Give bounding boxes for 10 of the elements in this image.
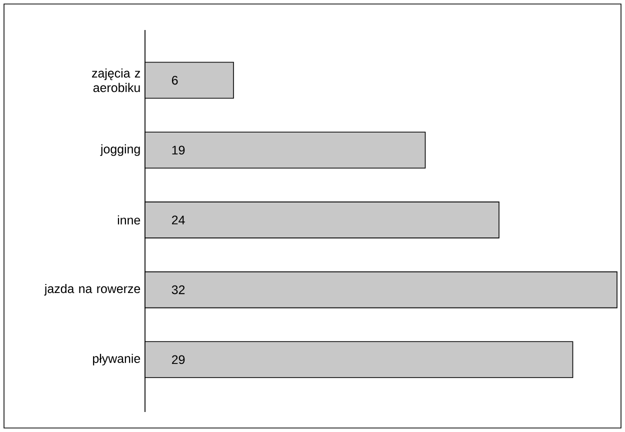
y-tick-label: zajęcia z aerobiku xyxy=(92,68,140,92)
y-tick-label: jazda na rowerze xyxy=(44,284,140,296)
data-label: 24 xyxy=(172,216,185,224)
data-label: 32 xyxy=(172,285,185,294)
data-label: 19 xyxy=(172,146,185,155)
data-label: 29 xyxy=(172,355,185,364)
y-tick-label: jogging xyxy=(100,144,140,156)
y-tick-label: inne xyxy=(118,215,140,225)
data-label: 6 xyxy=(172,76,178,85)
y-tick-label: pływanie xyxy=(92,354,140,366)
